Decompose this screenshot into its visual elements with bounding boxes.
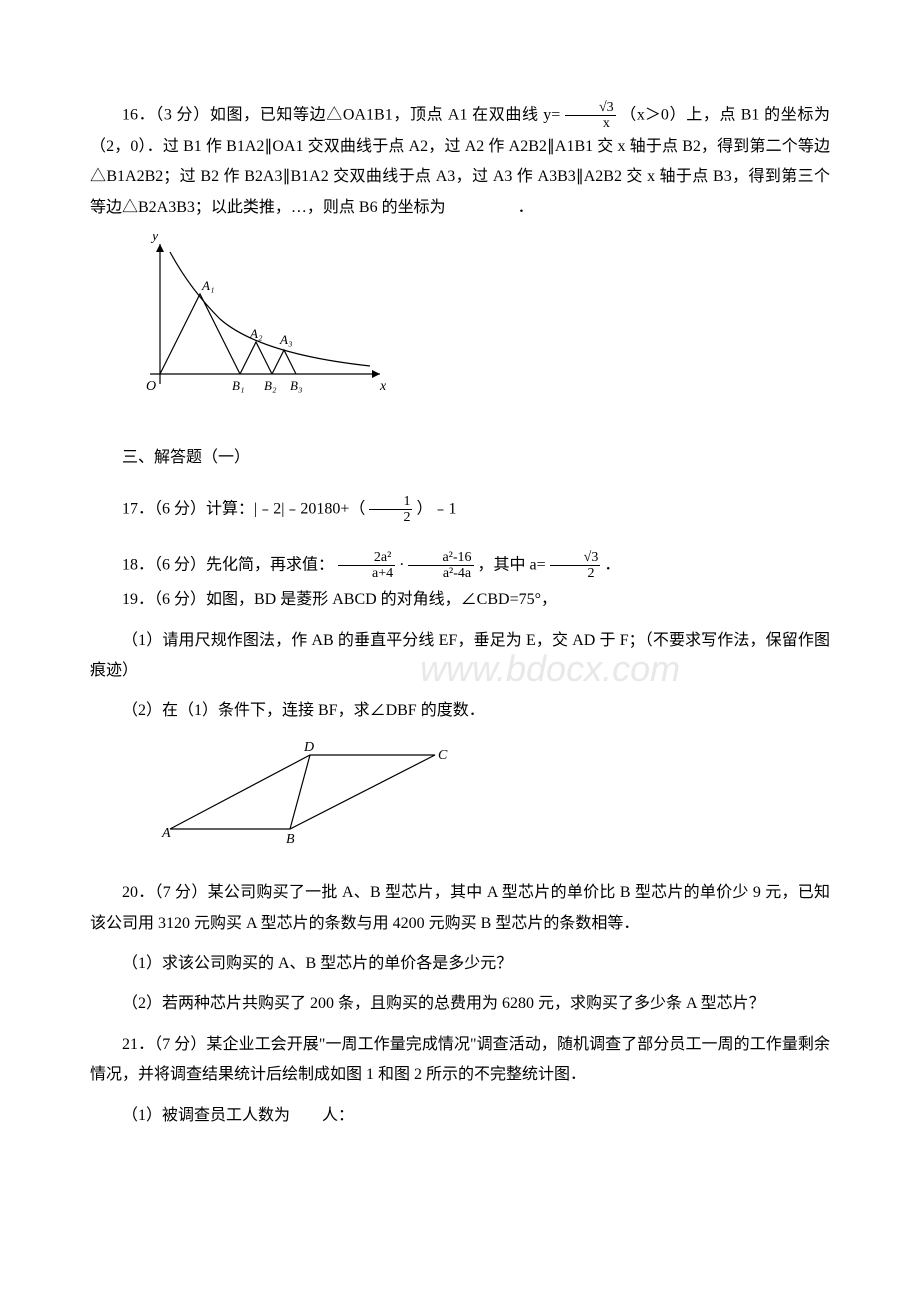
q18-text-a: 18．（6 分）先化简，再求值： xyxy=(122,556,334,573)
q16-blank xyxy=(450,193,514,224)
label-B2: B₂ xyxy=(264,378,277,393)
svg-text:B: B xyxy=(286,832,295,847)
svg-text:A: A xyxy=(161,826,171,841)
q21-line2: （1）被调查员工人数为 人： xyxy=(90,1101,830,1131)
q18-period: ． xyxy=(604,556,620,573)
label-x: x xyxy=(379,379,387,394)
label-A2: A₂ xyxy=(249,326,263,341)
q19-figure: A B C D xyxy=(160,737,830,858)
q16-period: ． xyxy=(518,199,534,216)
section-3-title: 三、解答题（一） xyxy=(90,443,830,473)
label-O: O xyxy=(146,379,156,394)
label-B1: B₁ xyxy=(232,378,244,393)
q17-text: 17．（6 分）计算：|﹣2|﹣20180+（ 1 2 ）﹣1 xyxy=(90,494,830,526)
q16-figure: y x O A₁ A₂ A₃ B₁ B₂ B₃ xyxy=(130,234,830,415)
label-A1: A₁ xyxy=(201,278,214,293)
q20-line2: （1）求该公司购买的 A、B 型芯片的单价各是多少元？ xyxy=(90,949,830,979)
q20-line1: 20．（7 分）某公司购买了一批 A、B 型芯片，其中 A 型芯片的单价比 B … xyxy=(90,878,830,939)
q16-frac: √3 x xyxy=(565,100,616,132)
q21-line1: 21．（7 分）某企业工会开展"一周工作量完成情况"调查活动，随机调查了部分员工… xyxy=(90,1030,830,1091)
q19-line1: 19．（6 分）如图，BD 是菱形 ABCD 的对角线，∠CBD=75°， xyxy=(90,585,830,615)
q18-frac3: √3 2 xyxy=(550,550,601,582)
q18-frac1: 2a² a+4 xyxy=(338,550,395,582)
q16-text: 16．（3 分）如图，已知等边△OA1B1，顶点 A1 在双曲线 y= √3 x… xyxy=(90,100,830,224)
svg-text:C: C xyxy=(438,748,448,763)
q17-frac: 1 2 xyxy=(369,494,412,526)
label-A3: A₃ xyxy=(279,332,292,347)
q16-text-a: 16．（3 分）如图，已知等边△OA1B1，顶点 A1 在双曲线 y= xyxy=(122,107,560,124)
svg-text:D: D xyxy=(303,740,314,755)
q20-line3: （2）若两种芯片共购买了 200 条，且购买的总费用为 6280 元，求购买了多… xyxy=(90,989,830,1019)
q18-text-b: ，其中 a= xyxy=(478,556,546,573)
label-B3: B₃ xyxy=(290,378,302,393)
label-y: y xyxy=(150,234,159,244)
q17-text-a: 17．（6 分）计算：|﹣2|﹣20180+（ xyxy=(122,500,365,517)
q18-frac2: a²-16 a²-4a xyxy=(408,550,473,582)
q18-text: 18．（6 分）先化简，再求值： 2a² a+4 · a²-16 a²-4a ，… xyxy=(90,550,830,582)
q17-text-b: ）﹣1 xyxy=(416,500,456,517)
q19-line2: （1）请用尺规作图法，作 AB 的垂直平分线 EF，垂足为 E，交 AD 于 F… xyxy=(90,626,830,687)
q19-line3: （2）在（1）条件下，连接 BF，求∠DBF 的度数． xyxy=(90,696,830,726)
q18-dot: · xyxy=(399,556,404,573)
